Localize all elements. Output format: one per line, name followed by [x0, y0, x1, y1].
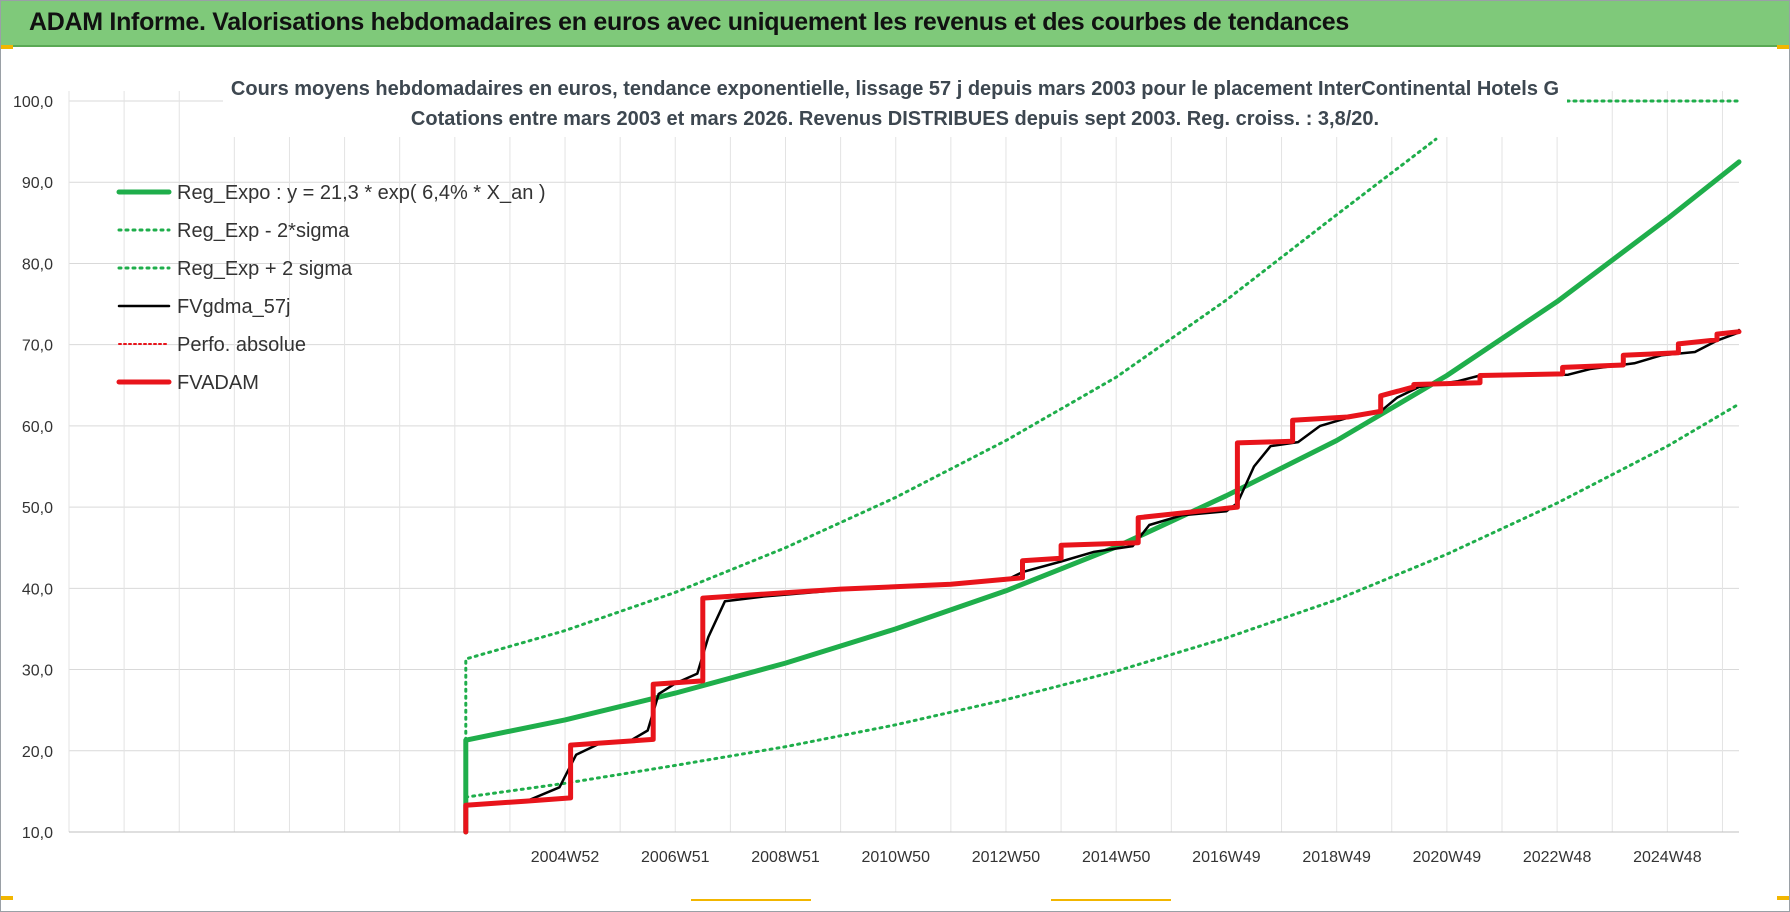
series-line-5 [463, 329, 1742, 835]
x-tick-label: 2016W49 [1192, 849, 1261, 866]
series-line-3 [464, 328, 1741, 807]
series-line-0 [463, 159, 1742, 835]
y-axis: 10,0 20,0 30,0 40,0 50,0 60,0 70,0 80,0 90,0 100,… [13, 94, 53, 842]
bottom-mark-2 [1051, 899, 1171, 901]
series-group [463, 99, 1742, 835]
corner-mark-br [1777, 896, 1789, 900]
legend-label: FVgdma_57j [177, 296, 290, 318]
page-title: ADAM Informe. Valorisations hebdomadaire… [29, 8, 1350, 36]
y-tick-label: 70,0 [22, 338, 53, 355]
x-tick-label: 2018W49 [1302, 849, 1371, 866]
y-tick-label: 10,0 [22, 825, 53, 842]
corner-mark-tl [1, 45, 13, 49]
y-tick-label: 60,0 [22, 419, 53, 436]
header-banner: ADAM Informe. Valorisations hebdomadaire… [1, 1, 1789, 47]
y-tick-label: 20,0 [22, 744, 53, 761]
x-tick-label: 2014W50 [1082, 849, 1151, 866]
series-line-2 [464, 137, 1438, 742]
x-tick-label: 2008W51 [751, 849, 820, 866]
legend-label: Perfo. absolue [177, 334, 306, 356]
legend-label: Reg_Exp - 2*sigma [177, 220, 350, 242]
corner-mark-bl [1, 896, 13, 900]
legend-label: Reg_Expo : y = 21,3 * exp( 6,4% * X_an ) [177, 182, 546, 204]
chart-title-line-2: Cotations entre mars 2003 et mars 2026. … [411, 108, 1379, 130]
y-tick-label: 80,0 [22, 256, 53, 273]
x-axis: 2004W52 2006W51 2008W51 2010W50 2012W50 2014W… [69, 831, 1739, 866]
legend-label: Reg_Exp + 2 sigma [177, 258, 353, 280]
x-tick-label: 2010W50 [861, 849, 930, 866]
y-tick-label: 40,0 [22, 581, 53, 598]
chart-title-line-1: Cours moyens hebdomadaires en euros, ten… [231, 78, 1559, 100]
x-tick-label: 2004W52 [531, 849, 600, 866]
legend-label: FVADAM [177, 372, 259, 394]
x-tick-label: 2006W51 [641, 849, 710, 866]
x-tick-label: 2022W48 [1523, 849, 1592, 866]
title-backdrop [223, 67, 1567, 137]
y-tick-label: 90,0 [22, 175, 53, 192]
x-tick-label: 2020W49 [1413, 849, 1482, 866]
x-tick-label: 2012W50 [972, 849, 1041, 866]
y-tick-label: 30,0 [22, 663, 53, 680]
legend: Reg_Expo : y = 21,3 * exp( 6,4% * X_an )… [116, 182, 546, 394]
bottom-mark-1 [691, 899, 811, 901]
x-tick-label: 2024W48 [1633, 849, 1702, 866]
series-line-1 [464, 402, 1741, 799]
y-tick-label: 50,0 [22, 500, 53, 517]
y-tick-label: 100,0 [13, 94, 53, 111]
corner-mark-tr [1777, 45, 1789, 49]
